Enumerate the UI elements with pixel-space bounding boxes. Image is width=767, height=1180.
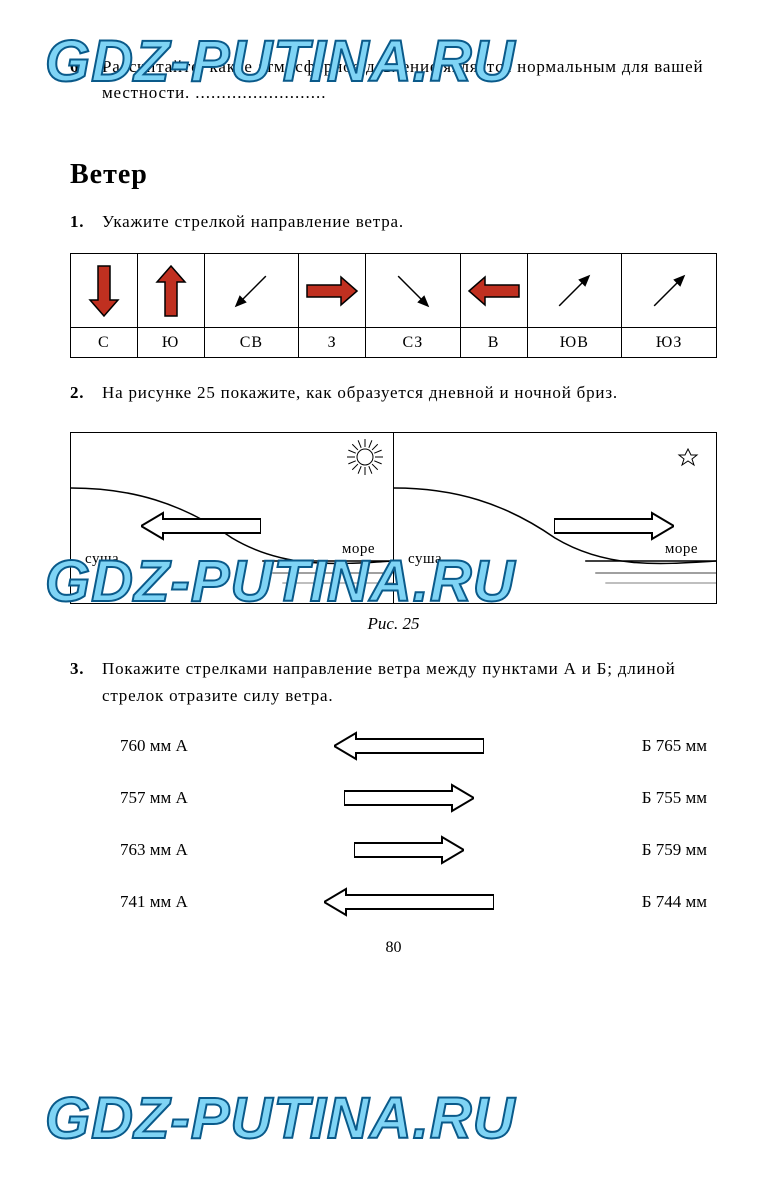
task-1-number: 1. [70, 209, 102, 235]
direction-arrow-icon [465, 271, 523, 311]
direction-cell [299, 254, 366, 328]
direction-label: Ю [137, 328, 204, 358]
direction-cell [366, 254, 461, 328]
pressure-arrow [230, 887, 587, 917]
pressure-b: Б 744 мм [587, 892, 717, 912]
task-6: 6. Рассчитайте, какое атмосферное давлен… [70, 54, 717, 107]
task-3-text: Покажите стрелками направление ветра меж… [102, 656, 717, 709]
task-2-number: 2. [70, 380, 102, 406]
page-number: 80 [70, 939, 717, 957]
pressure-arrow [230, 835, 587, 865]
pressure-b: Б 765 мм [587, 736, 717, 756]
direction-label: З [299, 328, 366, 358]
pressure-b: Б 755 мм [587, 788, 717, 808]
task-6-text: Рассчитайте, какое атмосферное давление … [102, 54, 717, 107]
task-3-number: 3. [70, 656, 102, 709]
hollow-arrow-icon [354, 835, 464, 865]
hollow-arrow-icon [324, 887, 494, 917]
pressure-row: 741 мм А Б 744 мм [70, 887, 717, 917]
label-land: суша [85, 551, 119, 568]
pressure-row: 760 мм А Б 765 мм [70, 731, 717, 761]
pressure-a: 763 мм А [70, 840, 230, 860]
breeze-day-panel: суша море [71, 433, 394, 603]
direction-arrow-icon [372, 250, 454, 332]
direction-arrow-icon [533, 250, 615, 332]
direction-arrow-icon [303, 271, 361, 311]
pressure-a: 760 мм А [70, 736, 230, 756]
direction-arrow-icon [151, 262, 191, 320]
direction-cell [460, 254, 527, 328]
direction-label: СВ [204, 328, 299, 358]
label-land: суша [408, 551, 442, 568]
task-2-text: На рисунке 25 покажите, как образуется д… [102, 380, 717, 406]
direction-arrow-icon [84, 262, 124, 320]
task-1-text: Укажите стрелкой направление ветра. [102, 209, 717, 235]
sun-icon [347, 439, 383, 475]
task-6-number: 6. [70, 54, 102, 107]
direction-cell [71, 254, 138, 328]
pressure-row: 757 мм А Б 755 мм [70, 783, 717, 813]
figure-caption: Рис. 25 [70, 614, 717, 634]
direction-label: ЮЗ [622, 328, 717, 358]
star-icon [670, 439, 706, 475]
pressure-list: 760 мм А Б 765 мм 757 мм А Б 755 мм 763 … [70, 731, 717, 917]
direction-cell [137, 254, 204, 328]
hollow-arrow-icon [344, 783, 474, 813]
direction-arrow-icon [210, 250, 292, 332]
hollow-arrow-icon [334, 731, 484, 761]
label-sea: море [342, 541, 375, 558]
page-content: 6. Рассчитайте, какое атмосферное давлен… [0, 0, 767, 977]
task-3: 3. Покажите стрелками направление ветра … [70, 656, 717, 709]
watermark-bottom: GDZ-PUTINA.RU [45, 1085, 516, 1152]
hollow-arrow-icon [141, 511, 261, 541]
direction-cell [204, 254, 299, 328]
pressure-a: 741 мм А [70, 892, 230, 912]
pressure-row: 763 мм А Б 759 мм [70, 835, 717, 865]
direction-table: СЮСВЗСЗВЮВЮЗ [70, 253, 717, 358]
breeze-figure: суша море суша море [70, 432, 717, 604]
hollow-arrow-icon [554, 511, 674, 541]
direction-label: В [460, 328, 527, 358]
pressure-arrow [230, 731, 587, 761]
direction-cell [622, 254, 717, 328]
pressure-b: Б 759 мм [587, 840, 717, 860]
direction-label: СЗ [366, 328, 461, 358]
direction-arrow-icon [628, 250, 710, 332]
section-heading: Ветер [70, 159, 717, 191]
label-sea: море [665, 541, 698, 558]
task-2: 2. На рисунке 25 покажите, как образуетс… [70, 380, 717, 406]
breeze-night-panel: суша море [394, 433, 716, 603]
direction-cell [527, 254, 622, 328]
task-6-dots: ......................... [190, 83, 327, 102]
task-1: 1. Укажите стрелкой направление ветра. [70, 209, 717, 235]
pressure-a: 757 мм А [70, 788, 230, 808]
direction-label: С [71, 328, 138, 358]
pressure-arrow [230, 783, 587, 813]
direction-label: ЮВ [527, 328, 622, 358]
